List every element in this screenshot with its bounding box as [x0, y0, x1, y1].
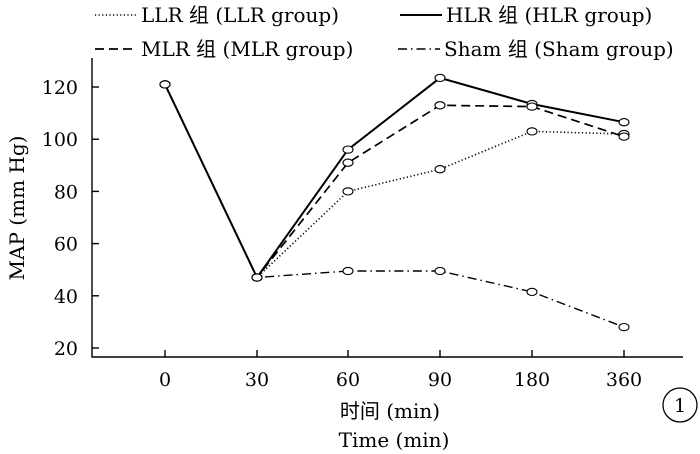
legend: LLR 组 (LLR group) HLR 组 (HLR group) MLR 组 …	[95, 3, 674, 61]
legend-label: HLR 组 (HLR group)	[446, 3, 652, 27]
panel-label: 1	[674, 395, 686, 417]
data-point	[342, 158, 354, 167]
data-point	[526, 102, 538, 111]
legend-item: MLR 组 (MLR group)	[95, 37, 353, 61]
x-axis-label-cn: 时间 (min)	[340, 399, 440, 423]
data-point	[618, 132, 630, 141]
series-dashdot	[159, 80, 630, 332]
series-dotted	[159, 80, 630, 282]
axes	[91, 58, 683, 358]
x-axis-label-en: Time (min)	[339, 428, 450, 452]
y-tick-label: 100	[42, 129, 78, 151]
data-point	[434, 266, 446, 276]
legend-item: HLR 组 (HLR group)	[400, 3, 652, 27]
data-point	[526, 127, 538, 136]
panel-label-circle	[662, 387, 698, 423]
x-tick-label: 30	[245, 369, 269, 391]
y-tick-label: 120	[42, 77, 78, 99]
y-tick-label: 80	[54, 181, 78, 203]
data-point	[618, 322, 630, 332]
x-tick-label: 0	[159, 369, 171, 391]
data-point	[251, 273, 263, 282]
series-line	[164, 84, 625, 280]
series-dashed	[159, 80, 630, 282]
y-tick-label: 40	[54, 286, 78, 308]
x-tick-label: 90	[428, 369, 452, 391]
legend-label: MLR 组 (MLR group)	[141, 37, 353, 61]
legend-item: LLR 组 (LLR group)	[95, 3, 339, 27]
data-point	[618, 118, 630, 127]
data-point	[342, 266, 354, 276]
x-tick-label: 360	[606, 369, 642, 391]
legend-item: Sham 组 (Sham group)	[398, 37, 674, 61]
data-point	[434, 165, 446, 174]
x-tick-label: 180	[514, 369, 550, 391]
axis-frame	[91, 58, 683, 358]
data-point	[159, 80, 171, 89]
series-group	[159, 73, 630, 332]
y-axis-ticks: 20 40 60 80 100 120	[42, 77, 99, 360]
x-axis-ticks: 0 30 60 90 180 360	[159, 350, 642, 391]
data-point	[434, 101, 446, 110]
x-tick-label: 60	[336, 369, 360, 391]
series-line	[164, 84, 625, 328]
y-tick-label: 60	[54, 234, 78, 256]
legend-label: Sham 组 (Sham group)	[444, 37, 674, 61]
y-axis-label: MAP (mm Hg)	[5, 136, 29, 281]
data-point	[526, 287, 538, 297]
series-solid	[159, 73, 630, 282]
data-point	[342, 145, 354, 154]
legend-label: LLR 组 (LLR group)	[141, 3, 339, 27]
y-tick-label: 20	[54, 338, 78, 360]
data-point	[434, 73, 446, 83]
series-line	[164, 76, 625, 280]
data-point	[342, 187, 354, 196]
